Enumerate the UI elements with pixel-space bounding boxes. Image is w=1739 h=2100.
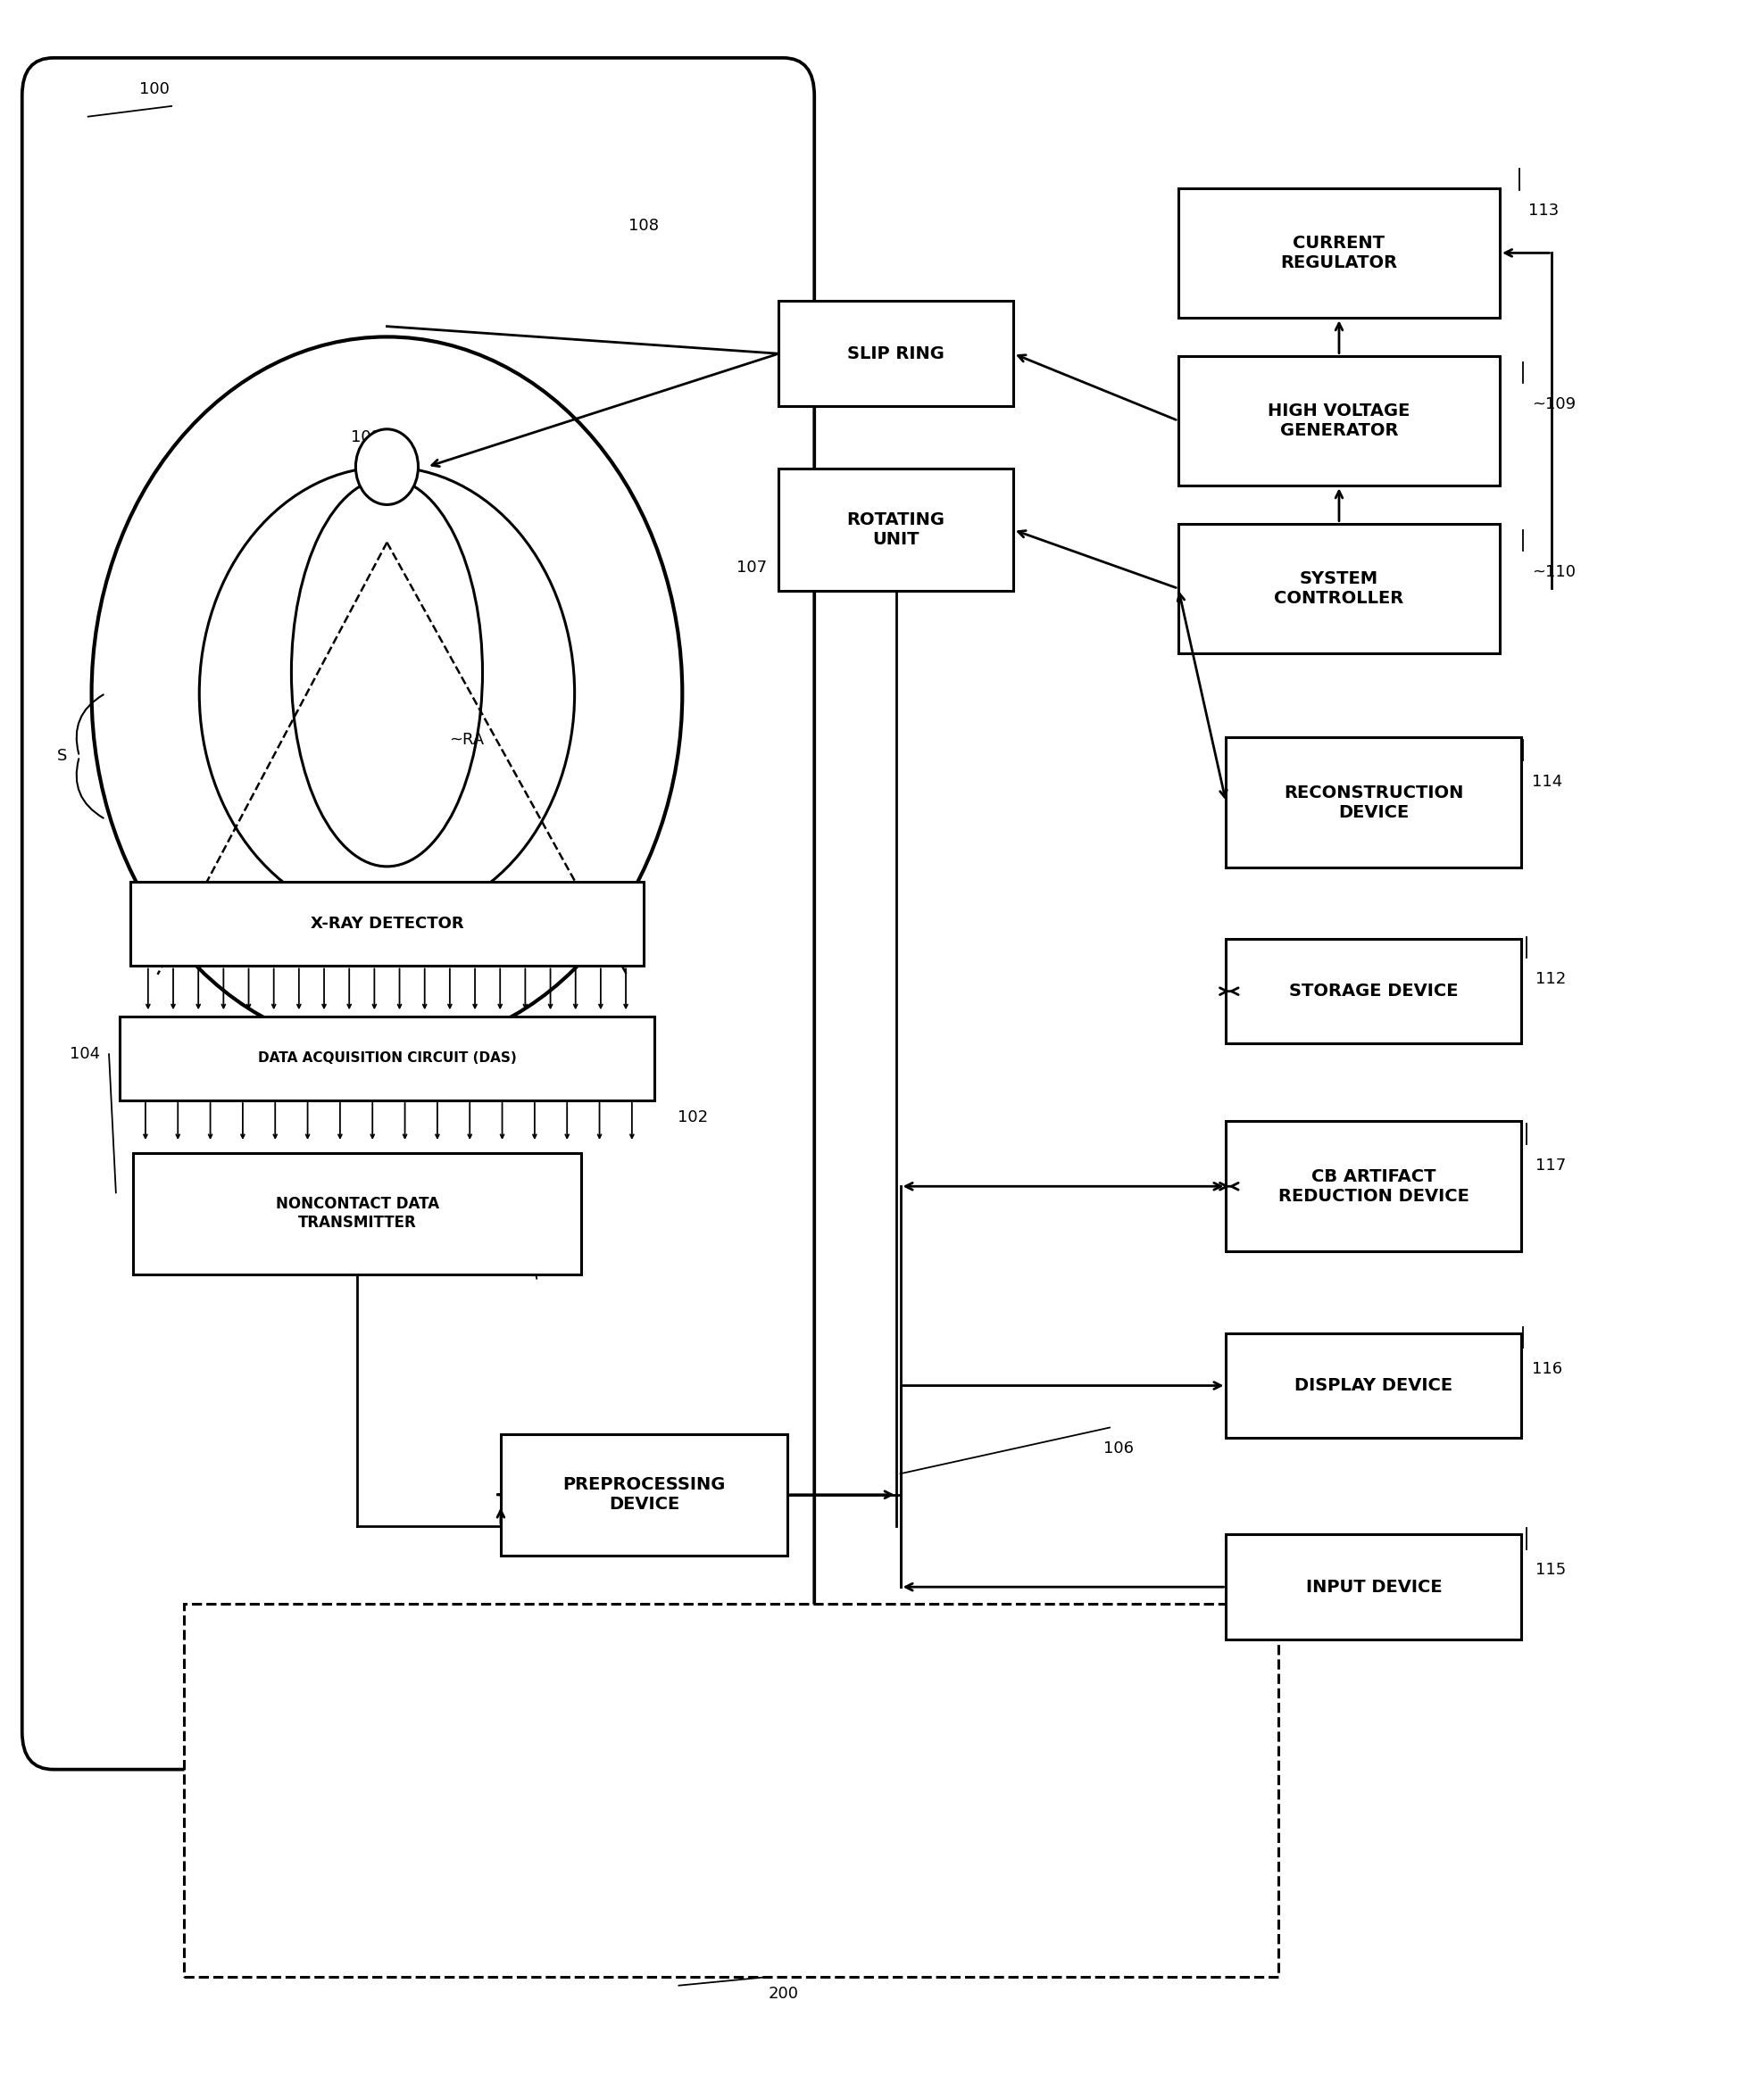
Text: 100: 100 <box>139 82 169 97</box>
Text: ~109: ~109 <box>1530 397 1576 412</box>
Text: ROTATING
UNIT: ROTATING UNIT <box>847 512 944 548</box>
Text: 107: 107 <box>736 559 767 575</box>
Text: 101: 101 <box>351 430 381 445</box>
Text: PREPROCESSING
DEVICE: PREPROCESSING DEVICE <box>562 1476 725 1512</box>
Text: SYSTEM
CONTROLLER: SYSTEM CONTROLLER <box>1273 571 1403 607</box>
FancyBboxPatch shape <box>23 59 814 1770</box>
Text: 112: 112 <box>1534 970 1565 987</box>
Text: HIGH VOLTAGE
GENERATOR: HIGH VOLTAGE GENERATOR <box>1268 403 1410 439</box>
Circle shape <box>355 428 417 504</box>
FancyBboxPatch shape <box>1226 737 1520 867</box>
Text: 108: 108 <box>628 218 659 233</box>
Text: 117: 117 <box>1534 1157 1565 1174</box>
FancyBboxPatch shape <box>1177 355 1499 485</box>
FancyBboxPatch shape <box>1226 1535 1520 1640</box>
FancyBboxPatch shape <box>1177 187 1499 317</box>
FancyBboxPatch shape <box>130 882 643 966</box>
Text: CURRENT
REGULATOR: CURRENT REGULATOR <box>1280 235 1396 271</box>
FancyBboxPatch shape <box>134 1153 581 1275</box>
Text: 114: 114 <box>1530 773 1562 790</box>
Text: 200: 200 <box>767 1987 798 2001</box>
Text: 115: 115 <box>1534 1562 1565 1579</box>
Text: 113: 113 <box>1527 204 1558 218</box>
FancyBboxPatch shape <box>120 1016 654 1100</box>
Text: CB ARTIFACT
REDUCTION DEVICE: CB ARTIFACT REDUCTION DEVICE <box>1278 1168 1468 1205</box>
FancyBboxPatch shape <box>501 1434 788 1556</box>
Text: X-RAY DETECTOR: X-RAY DETECTOR <box>310 916 463 932</box>
Text: DATA ACQUISITION CIRCUIT (DAS): DATA ACQUISITION CIRCUIT (DAS) <box>257 1052 516 1065</box>
Text: STORAGE DEVICE: STORAGE DEVICE <box>1289 983 1457 1000</box>
Text: NONCONTACT DATA
TRANSMITTER: NONCONTACT DATA TRANSMITTER <box>275 1197 438 1231</box>
FancyBboxPatch shape <box>779 468 1012 590</box>
Text: 106: 106 <box>1103 1441 1134 1457</box>
Text: 103: 103 <box>247 947 277 964</box>
Text: 102: 102 <box>676 1109 708 1126</box>
Text: RECONSTRUCTION
DEVICE: RECONSTRUCTION DEVICE <box>1283 783 1462 821</box>
Text: DISPLAY DEVICE: DISPLAY DEVICE <box>1294 1378 1452 1394</box>
FancyBboxPatch shape <box>779 300 1012 405</box>
FancyBboxPatch shape <box>1177 523 1499 653</box>
Text: ~RA: ~RA <box>449 731 483 748</box>
FancyBboxPatch shape <box>1226 1121 1520 1252</box>
FancyBboxPatch shape <box>184 1604 1278 1976</box>
Text: 116: 116 <box>1530 1361 1562 1378</box>
Text: 104: 104 <box>70 1046 99 1063</box>
Text: INPUT DEVICE: INPUT DEVICE <box>1304 1579 1442 1596</box>
Text: ~105: ~105 <box>522 1151 565 1168</box>
Text: S: S <box>57 748 68 764</box>
Text: SLIP RING: SLIP RING <box>847 344 944 361</box>
FancyBboxPatch shape <box>1226 939 1520 1044</box>
Text: ~110: ~110 <box>1530 563 1576 580</box>
FancyBboxPatch shape <box>1226 1334 1520 1439</box>
